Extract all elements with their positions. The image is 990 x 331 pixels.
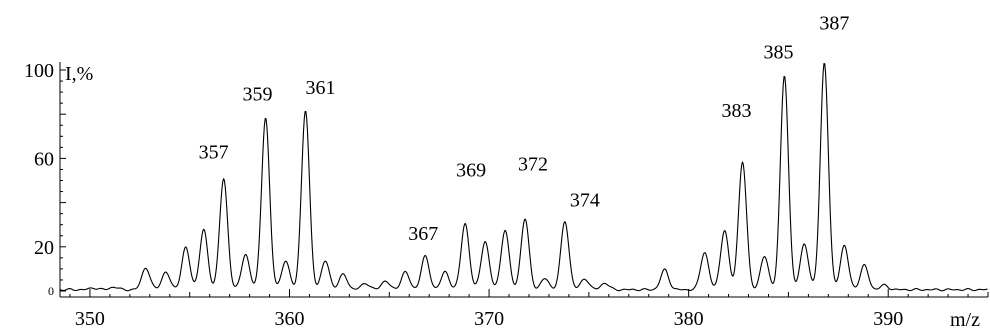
x-tick-label: 360 xyxy=(275,308,305,330)
peak-label: 372 xyxy=(518,153,548,175)
peak-label: 374 xyxy=(570,189,600,211)
peak-label: 361 xyxy=(305,77,335,99)
peak-label: 369 xyxy=(456,160,486,182)
peak-markers xyxy=(94,63,884,289)
y-axis-label: I,% xyxy=(65,63,93,85)
x-axis-label: m/z xyxy=(950,309,980,331)
axes: 0 20 60 100 350 360 370 380 390 xyxy=(24,60,989,330)
y-tick-label: 0 xyxy=(48,284,54,298)
spectrum-trace xyxy=(59,62,988,292)
x-tick-label: 390 xyxy=(873,308,903,330)
y-tick-label: 100 xyxy=(24,60,54,82)
x-tick-label: 350 xyxy=(75,308,105,330)
peak-label: 385 xyxy=(763,42,793,64)
peak-label: 367 xyxy=(408,223,438,245)
y-tick-label: 20 xyxy=(34,237,54,259)
x-tick-label: 370 xyxy=(474,308,504,330)
y-tick-label: 60 xyxy=(34,148,54,170)
x-tick-label: 380 xyxy=(674,308,704,330)
peak-annotations: 357 359 361 367 369 372 374 383 385 387 xyxy=(199,12,850,244)
peak-label: 359 xyxy=(243,84,273,106)
peak-label: 387 xyxy=(819,12,849,34)
peak-label: 383 xyxy=(722,100,752,122)
peak-label: 357 xyxy=(199,142,229,164)
